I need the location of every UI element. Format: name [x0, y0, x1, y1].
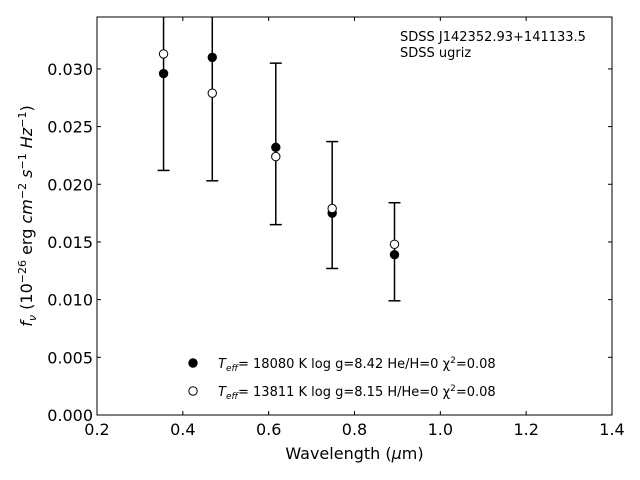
legend-marker-open — [188, 386, 198, 396]
plot-area — [96, 16, 613, 416]
data-point-filled — [158, 68, 169, 79]
y-tick-label: 0.030 — [47, 60, 93, 79]
annotation-line-1: SDSS J142352.93+141133.5 — [400, 30, 586, 45]
data-point-filled — [271, 142, 281, 153]
annotation-line-2: SDSS ugriz — [400, 46, 471, 61]
y-tick-label: 0.010 — [47, 291, 93, 310]
data-point-open — [271, 151, 281, 162]
data-point-open — [207, 88, 217, 98]
data-point-filled — [207, 52, 217, 63]
plot-frame — [96, 16, 613, 416]
legend: Teff= 18080 K log g=8.42 He/H=0 χ2=0.08 … — [188, 356, 496, 402]
x-tick-label: 0.6 — [256, 420, 281, 439]
data-point-filled — [389, 249, 400, 260]
legend-label-2: Teff= 13811 K log g=8.15 H/He=0 χ2=0.08 — [218, 384, 496, 402]
legend-label-1: Teff= 18080 K log g=8.42 He/H=0 χ2=0.08 — [218, 356, 496, 374]
y-tick-label: 0.000 — [47, 406, 93, 425]
x-tick-label: 0.4 — [170, 420, 195, 439]
x-tick-label: 0.8 — [342, 420, 367, 439]
data-point-open — [327, 203, 337, 214]
x-tick-label: 1.2 — [513, 420, 538, 439]
data-point-open — [389, 239, 400, 249]
y-tick-label: 0.015 — [47, 233, 93, 252]
x-tick-label: 0.2 — [84, 420, 109, 439]
y-tick-label: 0.025 — [47, 118, 93, 137]
legend-marker-filled — [188, 358, 198, 368]
data-point-open — [158, 49, 169, 59]
y-tick-label: 0.005 — [47, 348, 93, 367]
y-axis-label: fν (10−26 erg cm−2 s−1 Hz−1) — [16, 105, 39, 326]
x-axis-label: Wavelength (μm) — [285, 444, 423, 463]
data-markers — [158, 49, 400, 260]
y-tick-label: 0.020 — [47, 175, 93, 194]
axis-ticks: 0.2 0.4 0.6 0.8 1.0 1.2 1.4 0.000 0.005 0.010 0.01… — [47, 17, 625, 439]
x-tick-label: 1.0 — [428, 420, 453, 439]
annotation: SDSS J142352.93+141133.5 SDSS ugriz — [400, 30, 586, 61]
x-tick-label: 1.4 — [599, 420, 624, 439]
